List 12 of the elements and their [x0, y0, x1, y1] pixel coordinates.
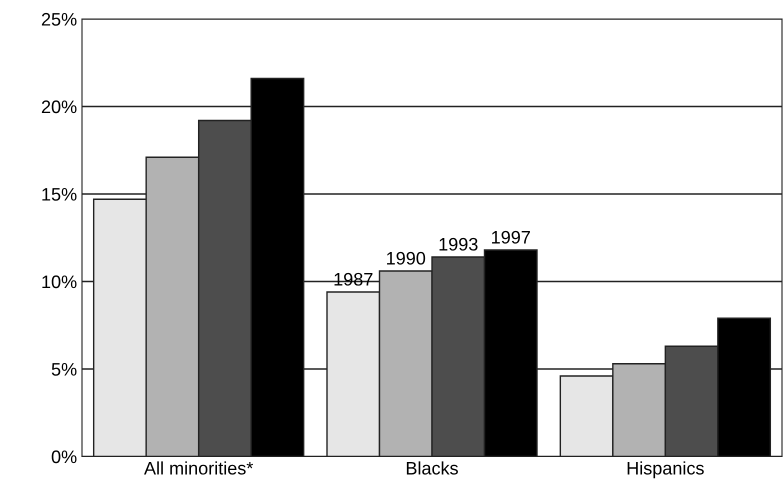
- y-tick-label: 25%: [42, 12, 76, 26]
- series-label: 1997: [492, 230, 530, 244]
- y-tick-label: 0%: [52, 450, 76, 464]
- x-tick-label: Hispanics: [628, 461, 704, 478]
- y-tick-label: 20%: [42, 100, 76, 114]
- series-label: 1993: [440, 238, 478, 251]
- y-tick-label: 5%: [52, 363, 76, 376]
- y-tick-label: 10%: [42, 275, 76, 288]
- x-tick-label: Blacks: [406, 461, 458, 475]
- y-tick-label: 15%: [42, 188, 76, 201]
- series-label: 1990: [387, 252, 426, 265]
- x-tick-label: All minorities*: [144, 461, 254, 475]
